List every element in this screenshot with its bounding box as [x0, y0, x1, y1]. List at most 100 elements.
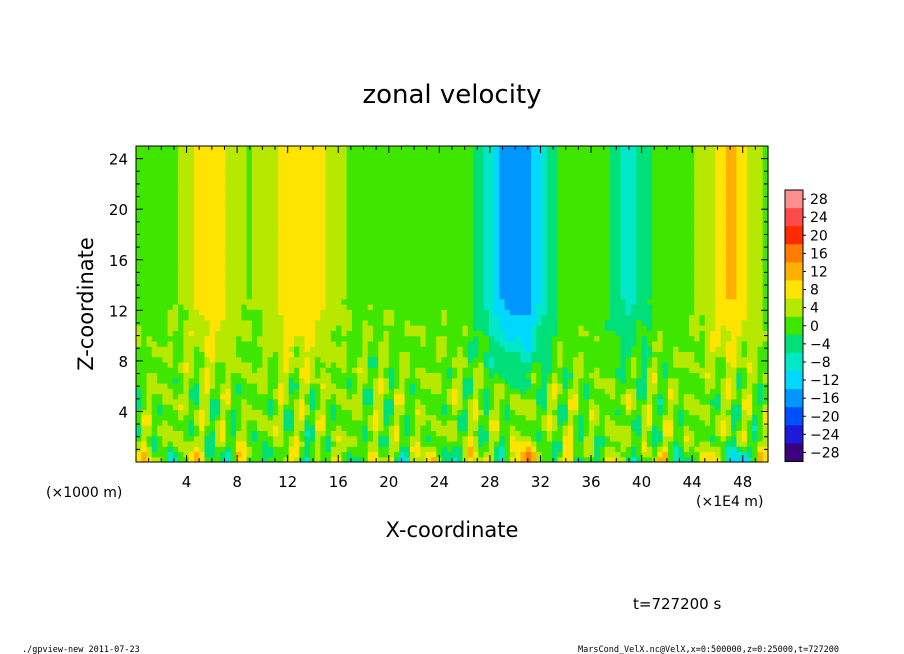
heatmap-cell — [509, 356, 516, 363]
heatmap-cell — [193, 167, 200, 173]
heatmap-cell — [404, 219, 411, 226]
heatmap-cell — [336, 309, 342, 316]
heatmap-cell — [394, 240, 400, 247]
heatmap-cell — [452, 330, 458, 337]
heatmap-cell — [388, 330, 395, 337]
heatmap-cell — [520, 351, 527, 358]
heatmap-cell — [220, 277, 227, 284]
heatmap-cell — [346, 182, 353, 189]
heatmap-cell — [336, 440, 342, 447]
heatmap-cell — [373, 446, 379, 453]
heatmap-cell — [504, 425, 511, 431]
heatmap-cell — [541, 240, 548, 247]
heatmap-cell — [415, 293, 421, 300]
heatmap-cell — [241, 325, 248, 331]
heatmap-cell — [157, 446, 163, 453]
heatmap-cell — [188, 214, 195, 221]
heatmap-cell — [567, 214, 574, 221]
heatmap-cell — [178, 367, 184, 374]
heatmap-cell — [325, 235, 332, 242]
heatmap-cell — [557, 219, 564, 226]
heatmap-cell — [299, 203, 306, 210]
heatmap-cell — [357, 383, 364, 389]
heatmap-cell — [446, 172, 453, 179]
heatmap-cell — [220, 293, 227, 300]
heatmap-cell — [162, 404, 169, 410]
heatmap-cell — [294, 209, 300, 216]
heatmap-cell — [488, 325, 495, 331]
heatmap-cell — [136, 219, 142, 226]
heatmap-cell — [362, 146, 369, 152]
heatmap-cell — [230, 435, 237, 442]
heatmap-cell — [483, 167, 490, 173]
heatmap-cell — [457, 451, 464, 458]
heatmap-cell — [457, 398, 464, 405]
heatmap-cell — [178, 346, 184, 352]
heatmap-cell — [225, 383, 232, 389]
heatmap-cell — [209, 404, 216, 410]
heatmap-cell — [346, 372, 353, 379]
heatmap-cell — [320, 182, 327, 189]
heatmap-cell — [473, 288, 479, 295]
heatmap-cell — [336, 230, 342, 237]
heatmap-cell — [404, 261, 411, 268]
heatmap-cell — [404, 151, 411, 158]
heatmap-cell — [483, 188, 490, 194]
heatmap-cell — [430, 351, 437, 358]
heatmap-cell — [204, 277, 211, 284]
heatmap-cell — [304, 188, 311, 194]
heatmap-cell — [320, 282, 327, 289]
heatmap-cell — [220, 161, 227, 168]
heatmap-cell — [151, 272, 158, 279]
heatmap-cell — [330, 146, 337, 152]
heatmap-cell — [436, 430, 443, 437]
heatmap-cell — [351, 388, 358, 395]
heatmap-cell — [246, 161, 253, 168]
heatmap-cell — [351, 351, 358, 358]
heatmap-cell — [209, 440, 216, 447]
heatmap-cell — [499, 203, 506, 210]
heatmap-cell — [162, 177, 169, 184]
heatmap-cell — [441, 219, 448, 226]
heatmap-cell — [209, 356, 216, 363]
heatmap-cell — [183, 356, 190, 363]
heatmap-cell — [520, 304, 527, 310]
heatmap-cell — [346, 377, 353, 384]
heatmap-cell — [488, 393, 495, 400]
heatmap-cell — [420, 356, 427, 363]
heatmap-cell — [341, 325, 348, 331]
heatmap-cell — [304, 214, 311, 221]
heatmap-cell — [299, 225, 306, 231]
heatmap-cell — [351, 293, 358, 300]
heatmap-cell — [357, 261, 364, 268]
heatmap-cell — [178, 335, 184, 342]
heatmap-cell — [257, 325, 263, 331]
heatmap-cell — [520, 277, 527, 284]
heatmap-cell — [520, 282, 527, 289]
heatmap-cell — [336, 251, 342, 258]
heatmap-cell — [309, 377, 316, 384]
heatmap-cell — [436, 293, 443, 300]
heatmap-cell — [515, 298, 522, 305]
heatmap-cell — [425, 256, 432, 263]
heatmap-cell — [209, 325, 216, 331]
heatmap-cell — [199, 235, 206, 242]
heatmap-cell — [383, 404, 390, 410]
heatmap-cell — [225, 430, 232, 437]
heatmap-cell — [488, 304, 495, 310]
heatmap-cell — [357, 372, 364, 379]
heatmap-cell — [357, 282, 364, 289]
heatmap-cell — [536, 272, 543, 279]
heatmap-cell — [483, 251, 490, 258]
heatmap-cell — [151, 419, 158, 426]
heatmap-cell — [515, 288, 522, 295]
heatmap-cell — [172, 398, 179, 405]
heatmap-cell — [304, 388, 311, 395]
heatmap-cell — [209, 409, 216, 416]
heatmap-cell — [294, 272, 300, 279]
heatmap-cell — [478, 288, 485, 295]
heatmap-cell — [136, 225, 142, 231]
heatmap-cell — [209, 393, 216, 400]
heatmap-cell — [478, 298, 485, 305]
heatmap-cell — [441, 325, 448, 331]
